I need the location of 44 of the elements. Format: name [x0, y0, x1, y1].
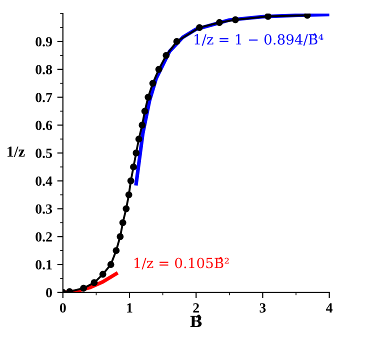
y-axis-title: 1/z	[8, 146, 25, 157]
y-tick-label: 0.7	[36, 92, 52, 102]
y-tick-label: 0.8	[36, 64, 52, 74]
point	[141, 108, 148, 115]
y-tick-label: 0.3	[36, 204, 52, 214]
y-tick-label: 0	[46, 288, 52, 298]
point	[130, 163, 137, 170]
x-tick-label: 3	[260, 303, 266, 313]
point	[99, 270, 106, 278]
point	[132, 150, 140, 156]
x-tick-label: 0	[60, 303, 66, 313]
point	[138, 122, 146, 129]
point	[116, 233, 124, 240]
y-tick-label: 0.1	[36, 260, 52, 270]
x-tick-label: 4	[326, 303, 333, 312]
point	[232, 16, 239, 24]
annotation: 1/z = 0.105B̂²	[134, 256, 229, 270]
x-axis-title: B̂	[190, 314, 202, 328]
point	[135, 136, 142, 143]
y-tick-label: 0.6	[36, 120, 52, 130]
point	[112, 247, 120, 254]
point	[304, 14, 311, 19]
point	[264, 14, 272, 20]
point	[155, 66, 162, 73]
point	[144, 94, 152, 101]
point	[122, 205, 130, 212]
point	[196, 24, 203, 32]
point	[125, 191, 132, 198]
point	[127, 177, 134, 184]
y-tick-label: 0.4	[36, 176, 52, 186]
x-tick-label: 2	[193, 303, 199, 312]
point	[107, 261, 114, 268]
point	[162, 52, 170, 59]
y-tick-label: 0.9	[36, 37, 52, 46]
y-tick-label: 0.5	[36, 148, 52, 158]
y-tick-label: 0.2	[36, 232, 52, 242]
point	[149, 80, 156, 87]
point	[119, 219, 126, 226]
point	[173, 38, 180, 45]
point	[80, 284, 88, 292]
point	[216, 19, 223, 26]
point	[90, 279, 98, 286]
annotation: 1/z = 1 − 0.894/B̂⁴	[194, 33, 324, 46]
x-tick-label: 1	[127, 303, 132, 312]
